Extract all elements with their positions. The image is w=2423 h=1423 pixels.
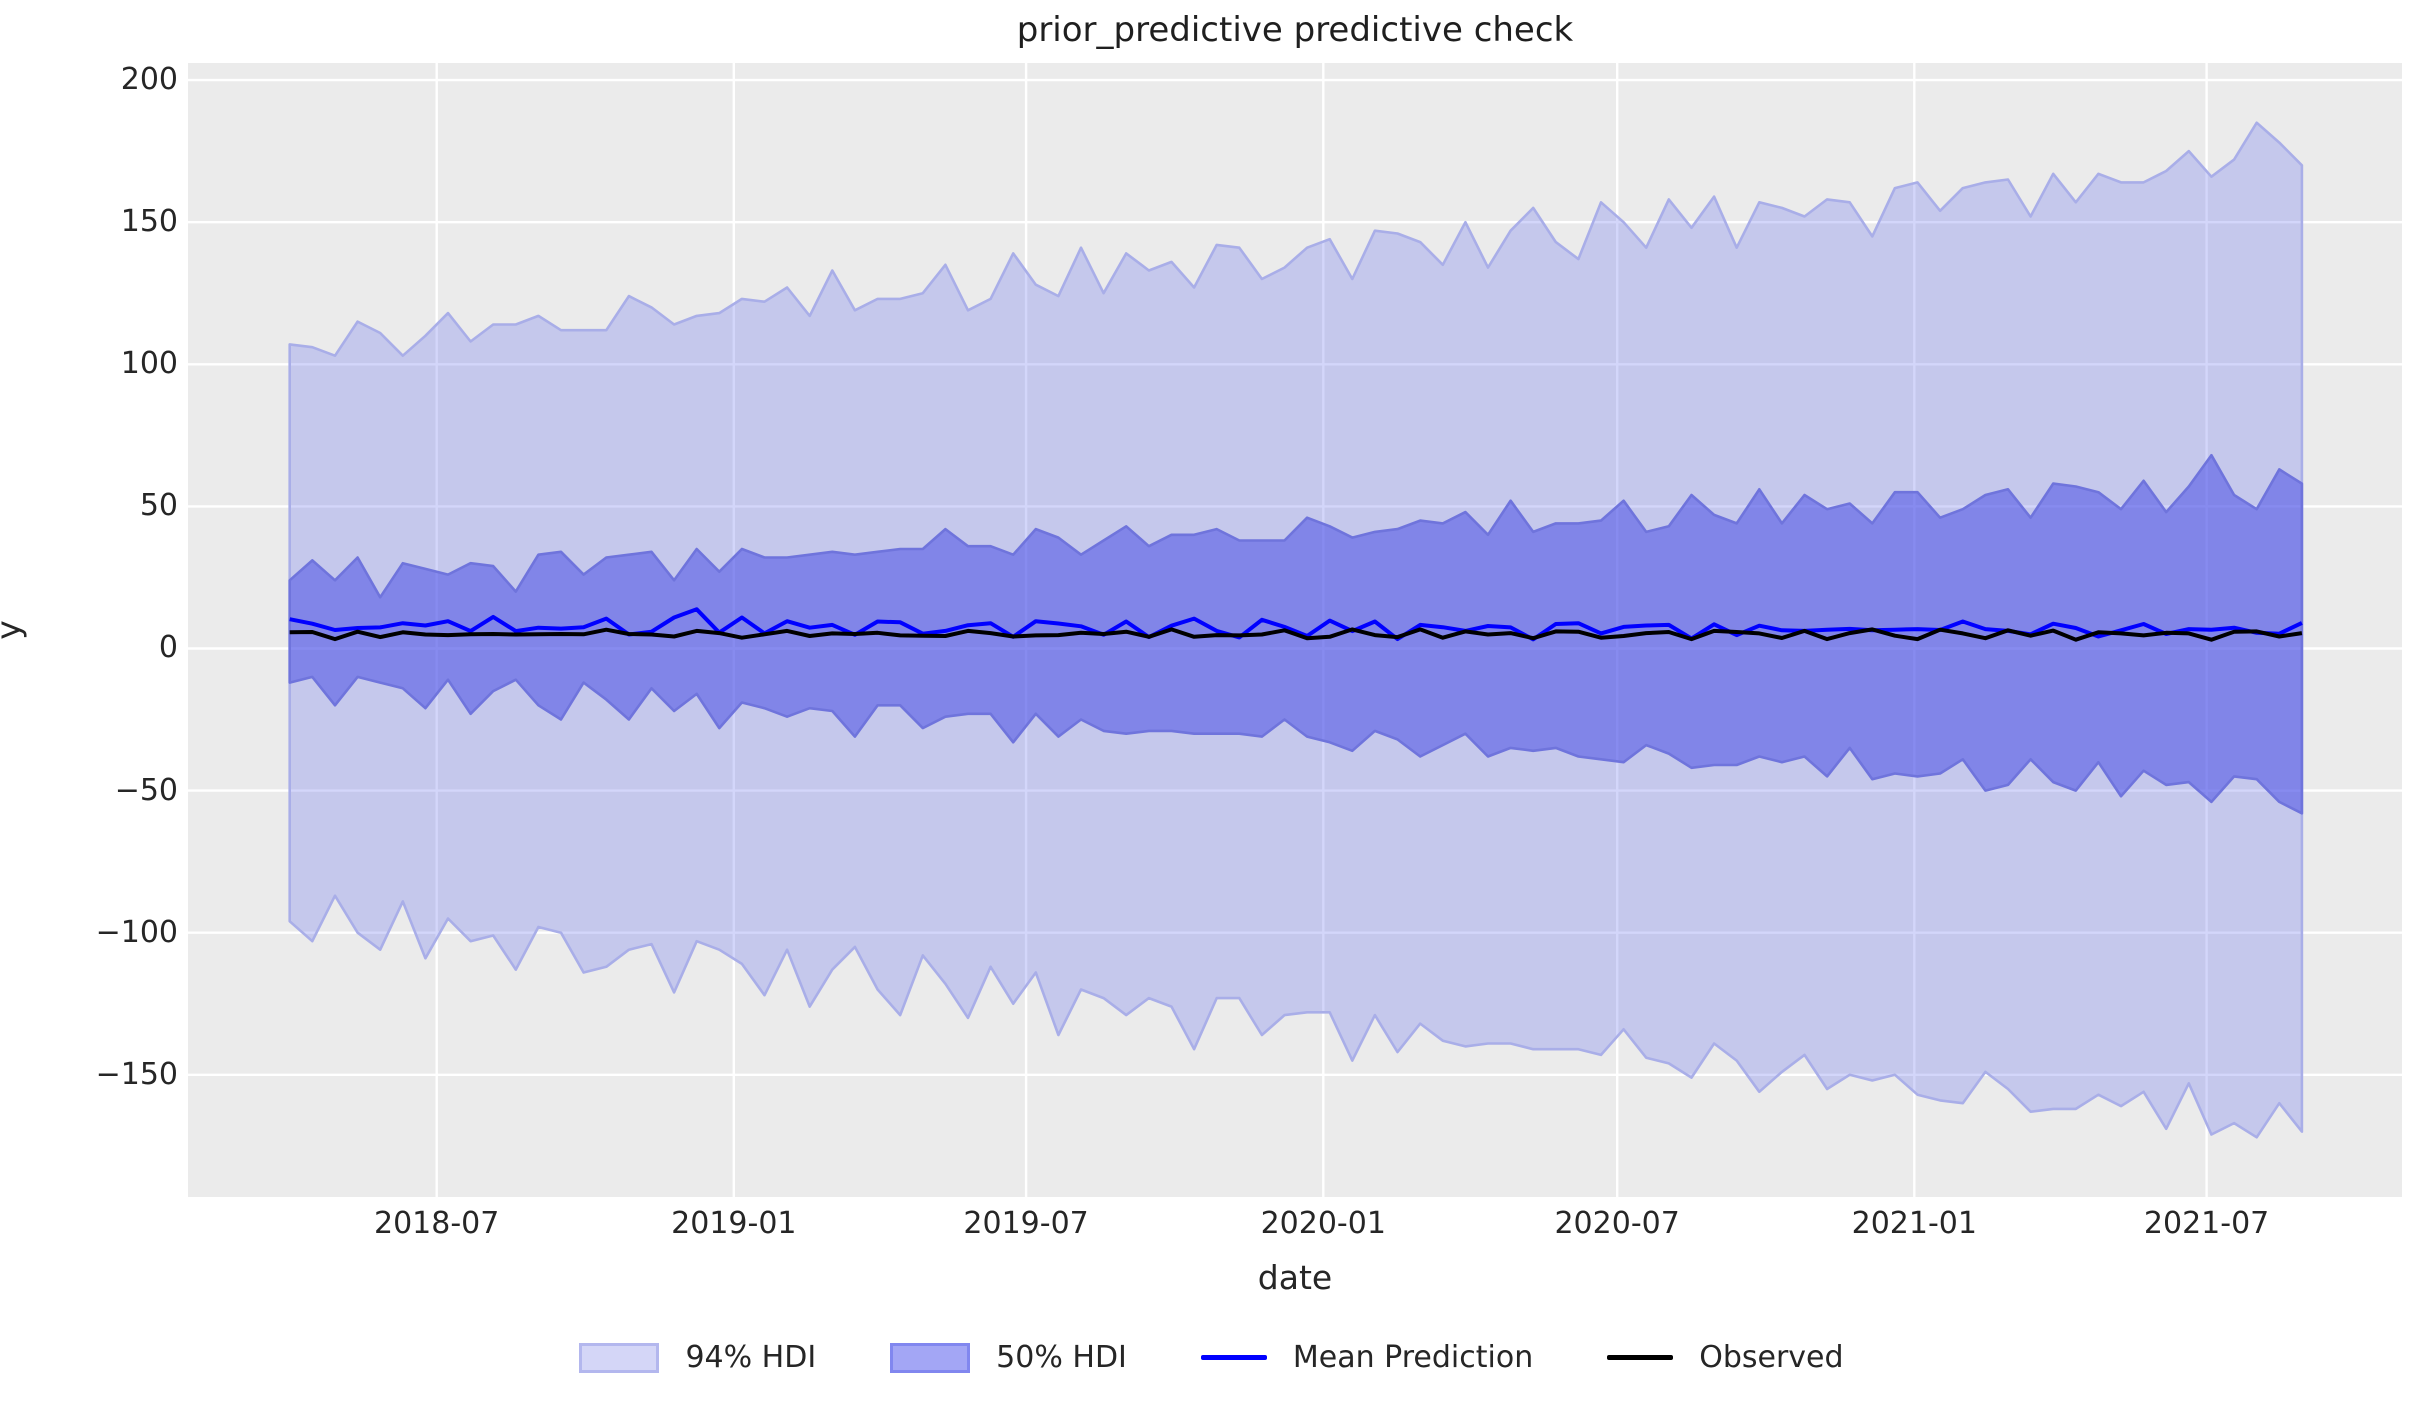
y-tick-label: 0 [158,630,178,666]
x-tick-label: 2020-07 [1554,1206,1680,1241]
x-tick-label: 2020-01 [1260,1206,1386,1241]
hdi-50-swatch-icon [890,1342,971,1373]
y-tick-label: −50 [114,772,178,808]
x-tick-label: 2021-01 [1851,1206,1977,1241]
y-tick-label: 100 [120,346,178,382]
plot-area [188,63,2402,1197]
y-tick-label: 200 [120,62,178,98]
x-tick-label: 2019-07 [963,1206,1089,1241]
legend-label-50-hdi: 50% HDI [996,1340,1127,1375]
chart-svg [188,63,2402,1197]
legend-label-94-hdi: 94% HDI [685,1340,817,1375]
legend-item-94-hdi: 94% HDI [579,1340,816,1375]
y-axis-label: y [0,620,27,640]
observed-line [289,627,2303,642]
x-tick-label: 2021-07 [2143,1206,2270,1241]
x-axis-label: date [1257,1258,1333,1297]
y-tick-label: 150 [120,204,178,240]
legend-label-mean-prediction: Mean Prediction [1292,1340,1534,1375]
legend-item-observed: Observed [1607,1340,1844,1375]
legend: 94% HDI 50% HDI Mean Prediction Observed [0,1340,2423,1375]
chart-title: prior_predictive predictive check [1016,10,1574,50]
y-tick-label: −150 [95,1056,178,1092]
y-tick-label: 50 [139,488,178,524]
mean-line-swatch-icon [1200,1355,1267,1360]
x-tick-label: 2018-07 [374,1206,500,1241]
hdi-94-swatch-icon [579,1342,660,1373]
observed-line-swatch-icon [1607,1355,1674,1360]
legend-item-50-hdi: 50% HDI [890,1340,1127,1375]
x-tick-label: 2019-01 [671,1206,797,1241]
legend-item-mean-prediction: Mean Prediction [1200,1340,1534,1375]
y-tick-label: −100 [95,914,178,950]
legend-label-observed: Observed [1699,1340,1844,1375]
